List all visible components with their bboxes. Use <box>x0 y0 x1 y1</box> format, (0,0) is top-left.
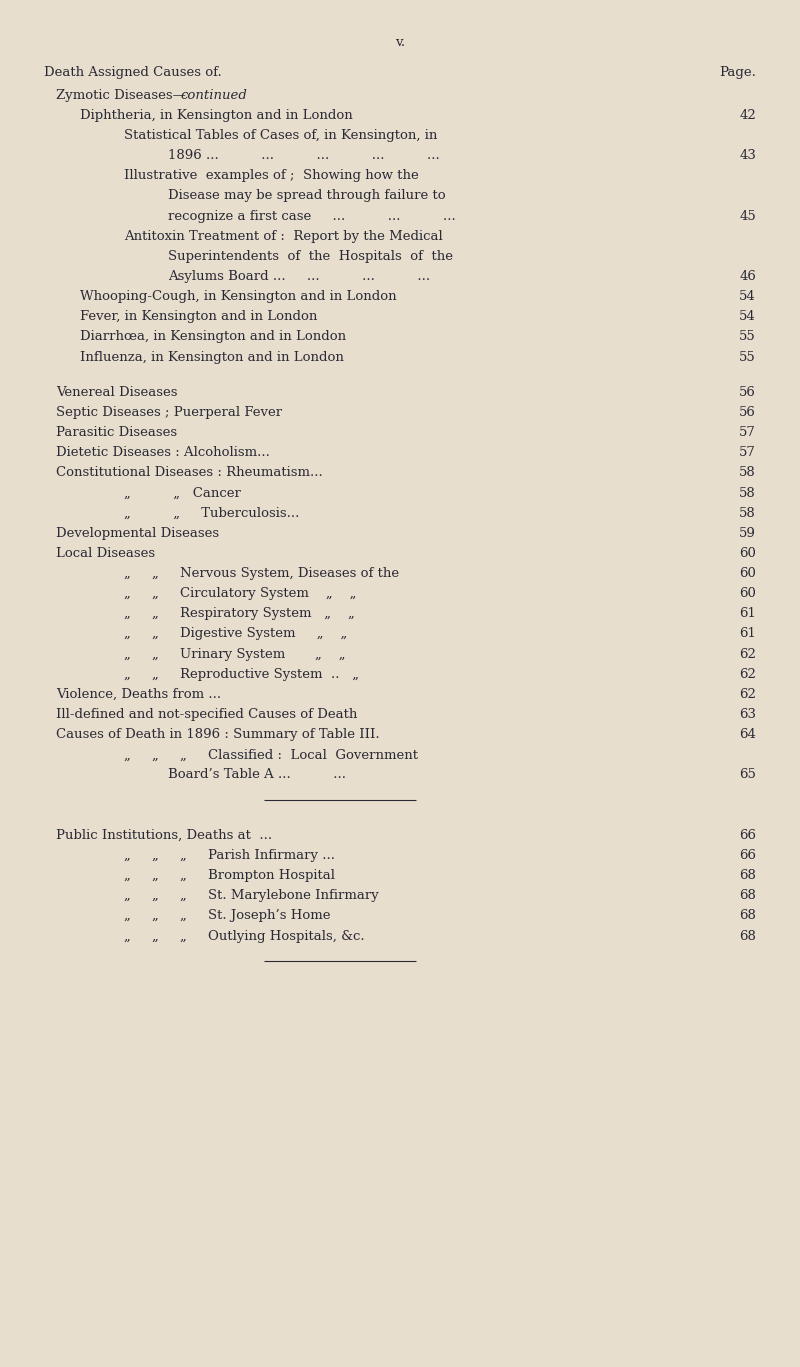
Text: 62: 62 <box>739 648 756 660</box>
Text: 59: 59 <box>739 526 756 540</box>
Text: 58: 58 <box>739 466 756 480</box>
Text: Causes of Death in 1896 : Summary of Table III.: Causes of Death in 1896 : Summary of Tab… <box>56 729 380 741</box>
Text: „     „     „     Parish Infirmary ...: „ „ „ Parish Infirmary ... <box>124 849 335 863</box>
Text: Antitoxin Treatment of :  Report by the Medical: Antitoxin Treatment of : Report by the M… <box>124 230 442 243</box>
Text: Statistical Tables of Cases of, in Kensington, in: Statistical Tables of Cases of, in Kensi… <box>124 128 438 142</box>
Text: 56: 56 <box>739 385 756 399</box>
Text: 62: 62 <box>739 667 756 681</box>
Text: Diarrhœa, in Kensington and in London: Diarrhœa, in Kensington and in London <box>80 331 346 343</box>
Text: „     „     „     St. Marylebone Infirmary: „ „ „ St. Marylebone Infirmary <box>124 890 378 902</box>
Text: 55: 55 <box>739 350 756 364</box>
Text: 58: 58 <box>739 507 756 519</box>
Text: Violence, Deaths from ...: Violence, Deaths from ... <box>56 688 221 701</box>
Text: Fever, in Kensington and in London: Fever, in Kensington and in London <box>80 310 318 324</box>
Text: „     „     Respiratory System   „    „: „ „ Respiratory System „ „ <box>124 607 354 621</box>
Text: Septic Diseases ; Puerperal Fever: Septic Diseases ; Puerperal Fever <box>56 406 282 418</box>
Text: 55: 55 <box>739 331 756 343</box>
Text: 60: 60 <box>739 547 756 560</box>
Text: 65: 65 <box>739 768 756 782</box>
Text: recognize a first case     ...          ...          ...: recognize a first case ... ... ... <box>168 209 456 223</box>
Text: Superintendents  of  the  Hospitals  of  the: Superintendents of the Hospitals of the <box>168 250 453 262</box>
Text: Diphtheria, in Kensington and in London: Diphtheria, in Kensington and in London <box>80 109 353 122</box>
Text: Influenza, in Kensington and in London: Influenza, in Kensington and in London <box>80 350 344 364</box>
Text: 60: 60 <box>739 588 756 600</box>
Text: „     „     Reproductive System  ..   „: „ „ Reproductive System .. „ <box>124 667 359 681</box>
Text: continued: continued <box>180 89 247 101</box>
Text: 1896 ...          ...          ...          ...          ...: 1896 ... ... ... ... ... <box>168 149 440 163</box>
Text: Constitutional Diseases : Rheumatism...: Constitutional Diseases : Rheumatism... <box>56 466 322 480</box>
Text: Board’s Table A ...          ...: Board’s Table A ... ... <box>168 768 346 782</box>
Text: 54: 54 <box>739 290 756 303</box>
Text: v.: v. <box>395 36 405 49</box>
Text: Disease may be spread through failure to: Disease may be spread through failure to <box>168 190 446 202</box>
Text: 68: 68 <box>739 869 756 882</box>
Text: „     „     „     Brompton Hospital: „ „ „ Brompton Hospital <box>124 869 335 882</box>
Text: 46: 46 <box>739 271 756 283</box>
Text: Developmental Diseases: Developmental Diseases <box>56 526 219 540</box>
Text: 68: 68 <box>739 890 756 902</box>
Text: „          „   Cancer: „ „ Cancer <box>124 487 241 499</box>
Text: 57: 57 <box>739 446 756 459</box>
Text: Venereal Diseases: Venereal Diseases <box>56 385 178 399</box>
Text: 68: 68 <box>739 930 756 943</box>
Text: 60: 60 <box>739 567 756 580</box>
Text: Dietetic Diseases : Alcoholism...: Dietetic Diseases : Alcoholism... <box>56 446 270 459</box>
Text: 63: 63 <box>739 708 756 720</box>
Text: 62: 62 <box>739 688 756 701</box>
Text: 43: 43 <box>739 149 756 163</box>
Text: 61: 61 <box>739 627 756 641</box>
Text: 57: 57 <box>739 427 756 439</box>
Text: 61: 61 <box>739 607 756 621</box>
Text: Asylums Board ...     ...          ...          ...: Asylums Board ... ... ... ... <box>168 271 430 283</box>
Text: Parasitic Diseases: Parasitic Diseases <box>56 427 177 439</box>
Text: Whooping-Cough, in Kensington and in London: Whooping-Cough, in Kensington and in Lon… <box>80 290 397 303</box>
Text: 45: 45 <box>739 209 756 223</box>
Text: 56: 56 <box>739 406 756 418</box>
Text: Illustrative  examples of ;  Showing how the: Illustrative examples of ; Showing how t… <box>124 170 418 182</box>
Text: 58: 58 <box>739 487 756 499</box>
Text: „     „     Urinary System       „    „: „ „ Urinary System „ „ <box>124 648 346 660</box>
Text: 54: 54 <box>739 310 756 324</box>
Text: „          „     Tuberculosis...: „ „ Tuberculosis... <box>124 507 299 519</box>
Text: Ill-defined and not-specified Causes of Death: Ill-defined and not-specified Causes of … <box>56 708 358 720</box>
Text: Page.: Page. <box>719 66 756 79</box>
Text: 66: 66 <box>739 828 756 842</box>
Text: „     „     „     Classified :  Local  Government: „ „ „ Classified : Local Government <box>124 748 418 761</box>
Text: „     „     „     St. Joseph’s Home: „ „ „ St. Joseph’s Home <box>124 909 330 923</box>
Text: Zymotic Diseases—: Zymotic Diseases— <box>56 89 186 101</box>
Text: Local Diseases: Local Diseases <box>56 547 155 560</box>
Text: 66: 66 <box>739 849 756 863</box>
Text: Public Institutions, Deaths at  ...: Public Institutions, Deaths at ... <box>56 828 272 842</box>
Text: „     „     „     Outlying Hospitals, &c.: „ „ „ Outlying Hospitals, &c. <box>124 930 365 943</box>
Text: „     „     Nervous System, Diseases of the: „ „ Nervous System, Diseases of the <box>124 567 399 580</box>
Text: Death Assigned Causes of.: Death Assigned Causes of. <box>44 66 222 79</box>
Text: 42: 42 <box>739 109 756 122</box>
Text: 64: 64 <box>739 729 756 741</box>
Text: „     „     Digestive System     „    „: „ „ Digestive System „ „ <box>124 627 347 641</box>
Text: „     „     Circulatory System    „    „: „ „ Circulatory System „ „ <box>124 588 356 600</box>
Text: 68: 68 <box>739 909 756 923</box>
